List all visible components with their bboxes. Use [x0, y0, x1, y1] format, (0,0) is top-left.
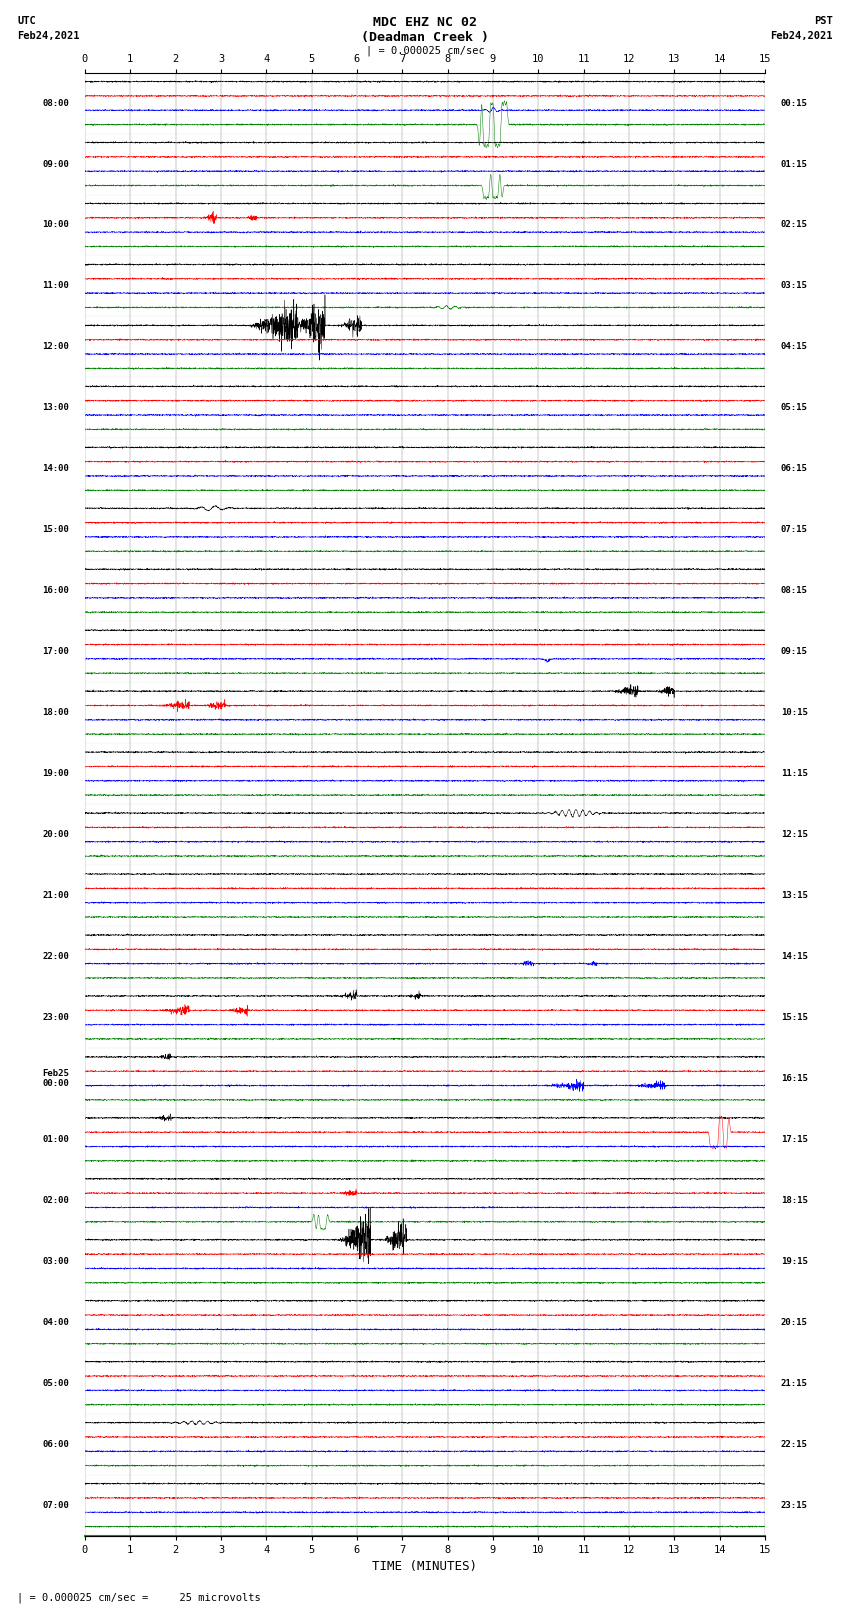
Text: MDC EHZ NC 02: MDC EHZ NC 02	[373, 16, 477, 29]
Text: 18:15: 18:15	[781, 1195, 807, 1205]
Text: 13:00: 13:00	[42, 403, 69, 413]
Text: 04:15: 04:15	[781, 342, 807, 352]
Text: 14:15: 14:15	[781, 952, 807, 961]
Text: 16:15: 16:15	[781, 1074, 807, 1082]
Text: 05:00: 05:00	[42, 1379, 69, 1387]
Text: 15:15: 15:15	[781, 1013, 807, 1023]
Text: 19:15: 19:15	[781, 1257, 807, 1266]
Text: 16:00: 16:00	[42, 586, 69, 595]
Text: 14:00: 14:00	[42, 465, 69, 473]
Text: 02:15: 02:15	[781, 221, 807, 229]
Text: 19:00: 19:00	[42, 769, 69, 777]
Text: 12:00: 12:00	[42, 342, 69, 352]
Text: 12:15: 12:15	[781, 831, 807, 839]
Text: UTC: UTC	[17, 16, 36, 26]
Text: 08:15: 08:15	[781, 586, 807, 595]
Text: (Deadman Creek ): (Deadman Creek )	[361, 31, 489, 44]
Text: 07:15: 07:15	[781, 526, 807, 534]
Text: 21:00: 21:00	[42, 890, 69, 900]
Text: 22:15: 22:15	[781, 1440, 807, 1448]
Text: Feb24,2021: Feb24,2021	[17, 31, 80, 40]
Text: 06:15: 06:15	[781, 465, 807, 473]
Text: Feb24,2021: Feb24,2021	[770, 31, 833, 40]
Text: 13:15: 13:15	[781, 890, 807, 900]
Text: | = 0.000025 cm/sec =     25 microvolts: | = 0.000025 cm/sec = 25 microvolts	[17, 1592, 261, 1603]
Text: PST: PST	[814, 16, 833, 26]
Text: 10:15: 10:15	[781, 708, 807, 718]
Text: 17:00: 17:00	[42, 647, 69, 656]
Text: 18:00: 18:00	[42, 708, 69, 718]
Text: 08:00: 08:00	[42, 98, 69, 108]
Text: 17:15: 17:15	[781, 1136, 807, 1144]
Text: 03:15: 03:15	[781, 281, 807, 290]
Text: 15:00: 15:00	[42, 526, 69, 534]
Text: Feb25
00:00: Feb25 00:00	[42, 1069, 69, 1089]
Text: 02:00: 02:00	[42, 1195, 69, 1205]
Text: 05:15: 05:15	[781, 403, 807, 413]
Text: 01:00: 01:00	[42, 1136, 69, 1144]
Text: 11:00: 11:00	[42, 281, 69, 290]
X-axis label: TIME (MINUTES): TIME (MINUTES)	[372, 1560, 478, 1573]
Text: 04:00: 04:00	[42, 1318, 69, 1327]
Text: 06:00: 06:00	[42, 1440, 69, 1448]
Text: 00:15: 00:15	[781, 98, 807, 108]
Text: | = 0.000025 cm/sec: | = 0.000025 cm/sec	[366, 45, 484, 56]
Text: 10:00: 10:00	[42, 221, 69, 229]
Text: 09:00: 09:00	[42, 160, 69, 168]
Text: 23:15: 23:15	[781, 1500, 807, 1510]
Text: 23:00: 23:00	[42, 1013, 69, 1023]
Text: 07:00: 07:00	[42, 1500, 69, 1510]
Text: 21:15: 21:15	[781, 1379, 807, 1387]
Text: 20:15: 20:15	[781, 1318, 807, 1327]
Text: 11:15: 11:15	[781, 769, 807, 777]
Text: 03:00: 03:00	[42, 1257, 69, 1266]
Text: 09:15: 09:15	[781, 647, 807, 656]
Text: 20:00: 20:00	[42, 831, 69, 839]
Text: 01:15: 01:15	[781, 160, 807, 168]
Text: 22:00: 22:00	[42, 952, 69, 961]
